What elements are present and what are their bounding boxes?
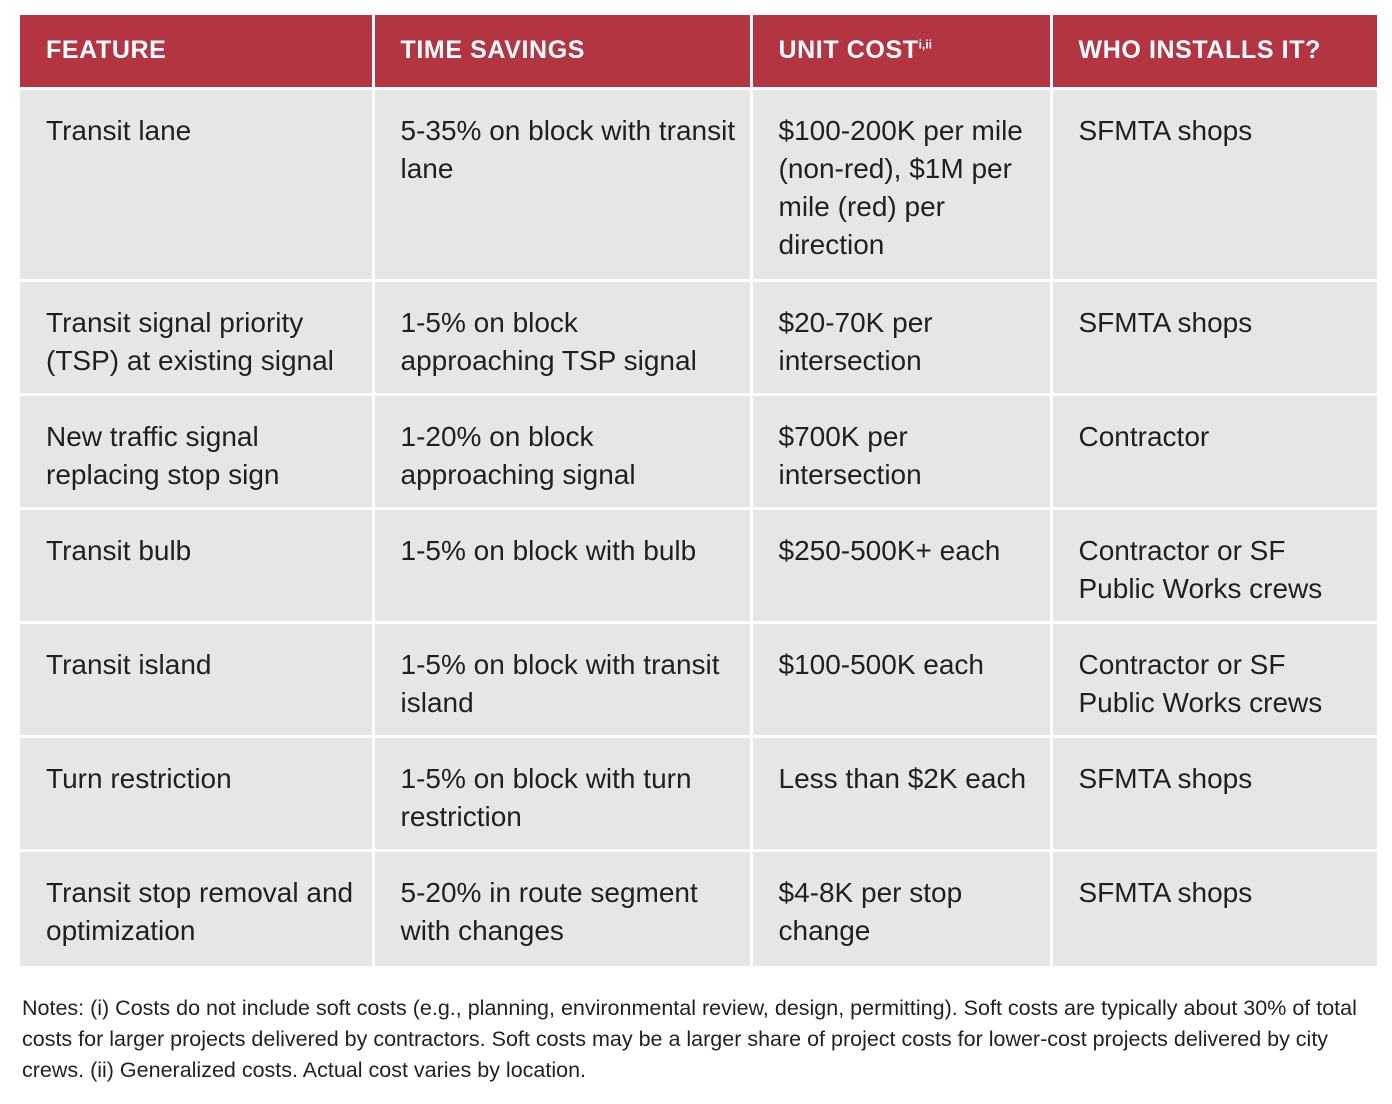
table-header: FEATURE TIME SAVINGS UNIT COSTi,ii WHO I… — [20, 15, 1377, 90]
header-feature-label: FEATURE — [46, 36, 167, 65]
cell-who-installs: SFMTA shops — [1051, 736, 1377, 852]
header-feature: FEATURE — [20, 15, 375, 90]
cell-feature: Transit signal priority (TSP) at existin… — [20, 280, 375, 396]
cell-feature: Transit lane — [20, 88, 375, 282]
table-row: New traffic signal replacing stop sign 1… — [20, 394, 1377, 510]
header-unit-cost: UNIT COSTi,ii — [751, 15, 1053, 90]
cell-who-installs: SFMTA shops — [1051, 850, 1377, 966]
cell-time-savings: 5-20% in route segment with changes — [373, 850, 753, 966]
cell-time-savings: 1-5% on block with bulb — [373, 508, 753, 624]
cell-who-installs: Contractor or SF Public Works crews — [1051, 622, 1377, 738]
table-row: Transit signal priority (TSP) at existin… — [20, 280, 1377, 396]
cell-who-installs: SFMTA shops — [1051, 280, 1377, 396]
cell-time-savings: 1-5% on block with turn restriction — [373, 736, 753, 852]
table-row: Transit stop removal and optimization 5-… — [20, 850, 1377, 966]
cell-time-savings: 1-5% on block with transit island — [373, 622, 753, 738]
table-body: Transit lane 5-35% on block with transit… — [20, 88, 1377, 966]
cell-unit-cost: $250-500K+ each — [751, 508, 1053, 624]
cell-unit-cost: $100-500K each — [751, 622, 1053, 738]
cell-feature: Transit stop removal and optimization — [20, 850, 375, 966]
cell-who-installs: SFMTA shops — [1051, 88, 1377, 282]
cell-feature: New traffic signal replacing stop sign — [20, 394, 375, 510]
header-time-savings: TIME SAVINGS — [373, 15, 753, 90]
transit-feature-cost-table: FEATURE TIME SAVINGS UNIT COSTi,ii WHO I… — [20, 15, 1377, 966]
header-unit-cost-label: UNIT COST — [778, 36, 919, 65]
cell-unit-cost: $4-8K per stop change — [751, 850, 1053, 966]
table-row: Turn restriction 1-5% on block with turn… — [20, 736, 1377, 852]
table-row: Transit island 1-5% on block with transi… — [20, 622, 1377, 738]
header-who-installs-label: WHO INSTALLS IT? — [1078, 36, 1321, 65]
header-unit-cost-footnote-marker: i,ii — [918, 37, 932, 52]
header-who-installs: WHO INSTALLS IT? — [1051, 15, 1377, 90]
header-time-savings-label: TIME SAVINGS — [400, 36, 586, 65]
table-row: Transit bulb 1-5% on block with bulb $25… — [20, 508, 1377, 624]
cell-feature: Turn restriction — [20, 736, 375, 852]
cell-unit-cost: $700K per intersection — [751, 394, 1053, 510]
cell-time-savings: 1-20% on block approaching signal — [373, 394, 753, 510]
table-notes: Notes: (i) Costs do not include soft cos… — [22, 996, 1357, 1082]
cell-feature: Transit bulb — [20, 508, 375, 624]
cell-unit-cost: $20-70K per intersection — [751, 280, 1053, 396]
cell-unit-cost: $100-200K per mile (non-red), $1M per mi… — [751, 88, 1053, 282]
cell-who-installs: Contractor — [1051, 394, 1377, 510]
cell-time-savings: 5-35% on block with transit lane — [373, 88, 753, 282]
header-row: FEATURE TIME SAVINGS UNIT COSTi,ii WHO I… — [20, 15, 1377, 90]
cost-table-container: FEATURE TIME SAVINGS UNIT COSTi,ii WHO I… — [20, 15, 1377, 966]
cell-time-savings: 1-5% on block approaching TSP signal — [373, 280, 753, 396]
table-row: Transit lane 5-35% on block with transit… — [20, 88, 1377, 282]
cell-who-installs: Contractor or SF Public Works crews — [1051, 508, 1377, 624]
cell-unit-cost: Less than $2K each — [751, 736, 1053, 852]
cell-feature: Transit island — [20, 622, 375, 738]
